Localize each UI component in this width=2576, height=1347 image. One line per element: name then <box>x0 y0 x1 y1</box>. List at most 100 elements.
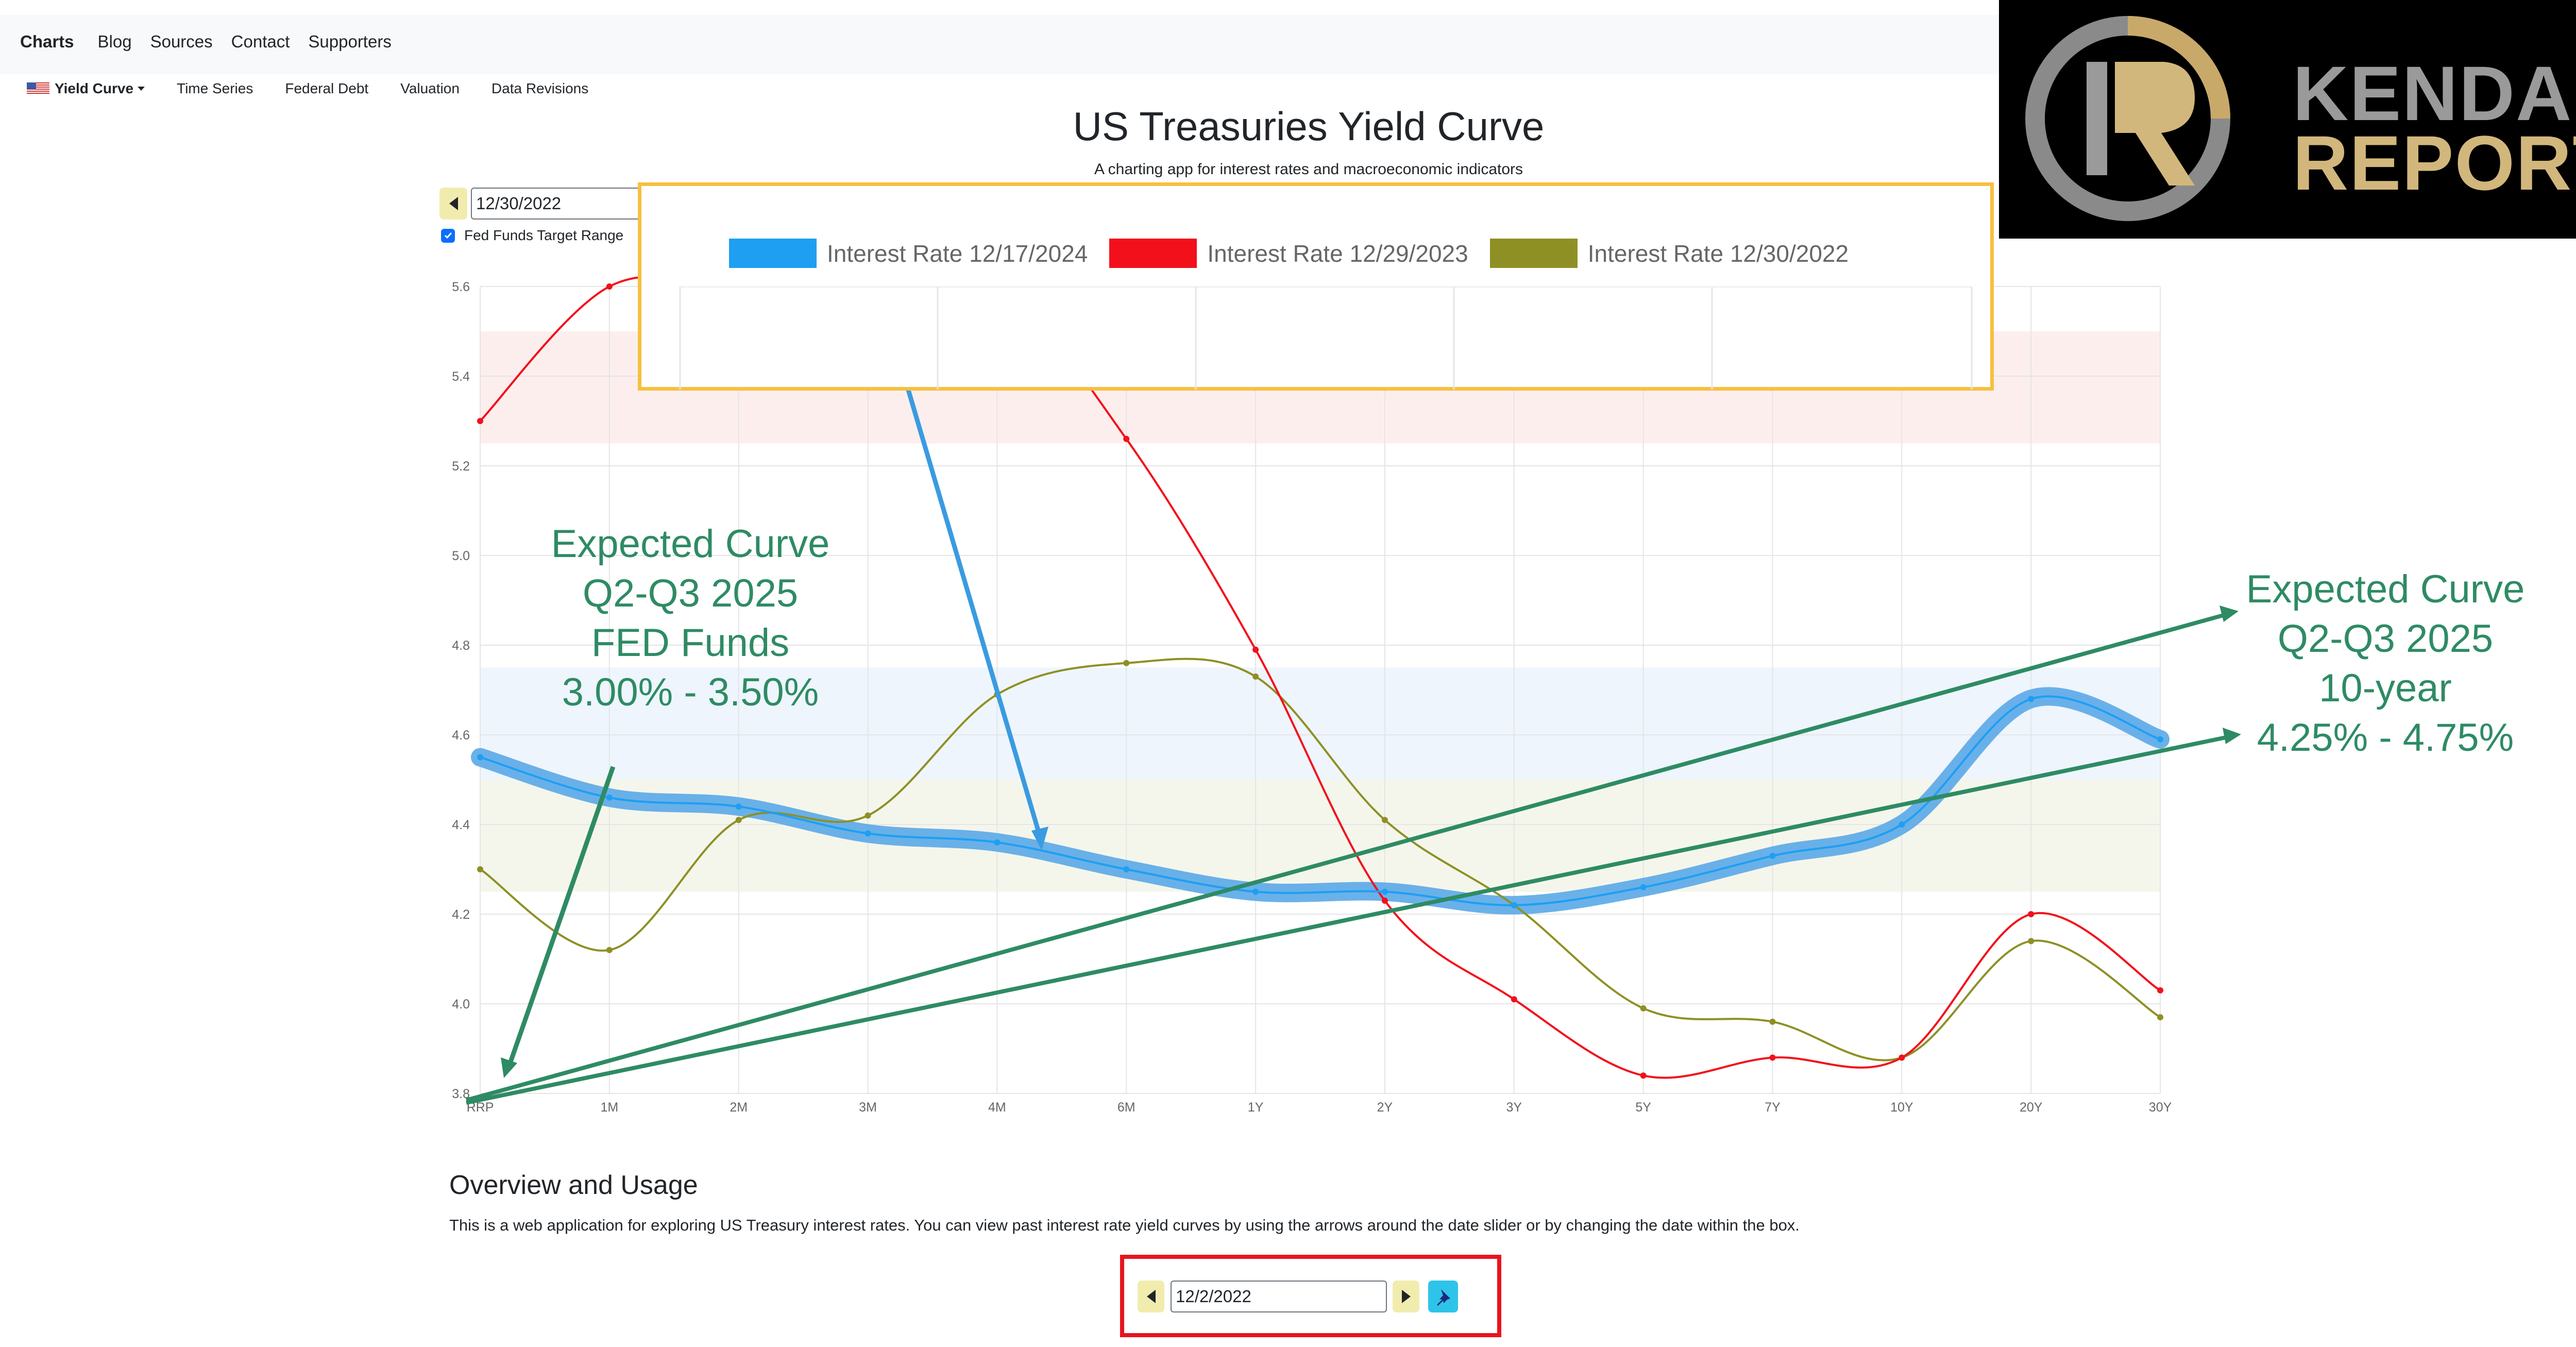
x-tick-label: 2Y <box>1377 1100 1393 1115</box>
nav-link-supporters[interactable]: Supporters <box>308 32 392 51</box>
x-tick-label: 1M <box>600 1100 618 1115</box>
top-navbar <box>0 15 1999 74</box>
kendall-report-logo: KENDALL REPORT <box>1999 0 2576 239</box>
dropdown-label: Yield Curve <box>55 80 134 96</box>
legend-swatch-2024 <box>729 239 817 268</box>
data-point <box>606 947 613 953</box>
annotation-10-year: Expected Curve Q2-Q3 2025 10-year 4.25% … <box>2215 565 2555 763</box>
data-point <box>477 418 483 424</box>
x-tick-label: 3Y <box>1506 1100 1522 1115</box>
data-point <box>1381 897 1388 904</box>
data-point <box>1123 660 1130 666</box>
annotation-line: Q2-Q3 2025 <box>2277 617 2494 661</box>
subnav-time-series[interactable]: Time Series <box>177 80 253 96</box>
data-point <box>1640 1072 1647 1079</box>
data-point <box>1252 646 1259 653</box>
data-point <box>1769 852 1776 859</box>
overview-heading: Overview and Usage <box>449 1170 698 1200</box>
subnav-federal-debt[interactable]: Federal Debt <box>285 80 369 96</box>
legend-label-2022: Interest Rate 12/30/2022 <box>1587 240 1849 267</box>
us-flag-icon <box>27 82 49 95</box>
data-point <box>477 866 483 872</box>
data-point <box>2157 1014 2164 1021</box>
y-tick-label: 5.2 <box>452 459 470 474</box>
nav-link-contact[interactable]: Contact <box>231 32 290 51</box>
fed-funds-label: Fed Funds Target Range <box>464 227 624 243</box>
y-tick-label: 5.6 <box>452 280 470 294</box>
check-icon <box>444 232 452 239</box>
logo-text-report: REPORT <box>2293 120 2576 206</box>
annotation-line: 10-year <box>2319 666 2452 710</box>
y-tick-label: 4.2 <box>452 907 470 922</box>
main-nav: Charts Blog Sources Contact Supporters <box>20 32 410 52</box>
nav-brand-charts[interactable]: Charts <box>20 32 74 51</box>
legend-label-2023: Interest Rate 12/29/2023 <box>1207 240 1468 267</box>
x-tick-label: 5Y <box>1635 1100 1651 1115</box>
data-point <box>2028 938 2035 945</box>
data-point <box>1252 888 1259 895</box>
date-input-bottom[interactable]: 12/2/2022 <box>1171 1281 1387 1312</box>
y-tick-label: 5.0 <box>452 549 470 563</box>
x-tick-label: 30Y <box>2149 1100 2172 1115</box>
data-point <box>1511 996 1517 1003</box>
data-point <box>1640 884 1647 890</box>
annotation-line: 3.00% - 3.50% <box>562 670 819 714</box>
nav-link-sources[interactable]: Sources <box>150 32 213 51</box>
legend-grid-lines <box>679 287 1973 390</box>
sub-nav: Yield Curve Time Series Federal Debt Val… <box>27 80 620 97</box>
data-point <box>1899 1054 1905 1061</box>
data-point <box>2028 696 2035 702</box>
annotation-line: Expected Curve <box>2246 567 2525 611</box>
data-point <box>994 839 1001 846</box>
y-tick-label: 5.4 <box>452 369 470 384</box>
logo-text-kendall: KENDALL <box>2293 50 2576 137</box>
data-point <box>2157 736 2164 743</box>
page-title: US Treasuries Yield Curve <box>1073 104 1545 149</box>
next-date-button-bottom[interactable] <box>1393 1281 1419 1312</box>
data-point <box>1640 1005 1647 1012</box>
fed-funds-checkbox[interactable] <box>441 228 455 243</box>
x-tick-label: 20Y <box>2020 1100 2043 1115</box>
legend-label-2024: Interest Rate 12/17/2024 <box>827 240 1088 267</box>
y-tick-label: 4.0 <box>452 997 470 1012</box>
overview-text: This is a web application for exploring … <box>449 1216 1800 1234</box>
annotation-line: Expected Curve <box>551 522 830 566</box>
date-control-highlight <box>1120 1255 1501 1337</box>
pin-date-button[interactable] <box>1428 1281 1458 1312</box>
y-tick-label: 4.6 <box>452 728 470 743</box>
data-point <box>1123 435 1130 442</box>
target-range-band <box>480 667 2161 780</box>
data-point <box>1769 1054 1776 1061</box>
annotation-line: FED Funds <box>591 621 790 665</box>
x-tick-label: 6M <box>1117 1100 1136 1115</box>
data-point <box>735 803 742 810</box>
legend-swatch-2022 <box>1489 239 1578 268</box>
arrow-left-icon <box>1146 1290 1156 1303</box>
data-point <box>1381 817 1388 823</box>
x-tick-label: 2M <box>730 1100 748 1115</box>
yield-curve-dropdown[interactable]: Yield Curve <box>27 80 145 97</box>
date-input[interactable]: 12/30/2022 <box>471 188 646 220</box>
prev-date-button-bottom[interactable] <box>1138 1281 1164 1312</box>
annotation-line: 4.25% - 4.75% <box>2257 716 2514 760</box>
annotation-fed-funds: Expected Curve Q2-Q3 2025 FED Funds 3.00… <box>520 519 860 717</box>
data-point <box>606 283 613 290</box>
data-point <box>865 830 871 837</box>
subnav-data-revisions[interactable]: Data Revisions <box>491 80 589 96</box>
prev-date-button[interactable] <box>439 188 467 220</box>
fed-funds-checkbox-row[interactable]: Fed Funds Target Range <box>441 227 623 244</box>
data-point <box>477 754 483 761</box>
data-point <box>2028 911 2035 917</box>
arrow-right-icon <box>1401 1290 1411 1303</box>
data-point <box>2157 987 2164 994</box>
annotation-line: Q2-Q3 2025 <box>582 571 799 615</box>
subnav-valuation[interactable]: Valuation <box>400 80 460 96</box>
nav-link-blog[interactable]: Blog <box>97 32 132 51</box>
legend-swatch-2023 <box>1109 239 1197 268</box>
x-tick-label: 3M <box>859 1100 877 1115</box>
x-tick-label: 4M <box>988 1100 1006 1115</box>
data-point <box>1511 902 1517 908</box>
y-tick-label: 4.8 <box>452 638 470 653</box>
caret-down-icon <box>138 87 145 91</box>
